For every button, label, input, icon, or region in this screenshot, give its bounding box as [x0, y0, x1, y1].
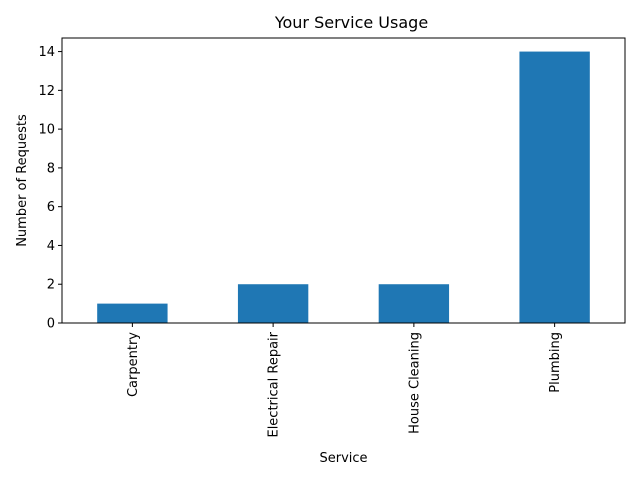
- y-tick-label: 14: [38, 45, 55, 60]
- y-tick-label: 12: [38, 84, 55, 99]
- y-axis-ticks: 0 2 4 6 8 10 12 14: [38, 45, 62, 332]
- y-tick-label: 10: [38, 123, 55, 138]
- bar-electrical-repair: [237, 284, 309, 323]
- bar-carpentry: [97, 303, 168, 323]
- x-tick-label: Plumbing: [548, 332, 563, 393]
- x-tick-label: House Cleaning: [407, 332, 422, 434]
- chart-title: Your Service Usage: [274, 13, 428, 32]
- x-axis-ticks: Carpentry Electrical Repair House Cleaning…: [126, 323, 563, 438]
- y-tick-label: 6: [47, 200, 55, 215]
- bar-house-cleaning: [378, 284, 450, 323]
- y-tick-label: 0: [47, 317, 55, 332]
- x-tick-label: Carpentry: [126, 332, 141, 397]
- y-tick-label: 8: [47, 161, 55, 176]
- y-axis-label: Number of Requests: [15, 114, 30, 247]
- x-tick-label: Electrical Repair: [267, 331, 282, 437]
- y-tick-label: 4: [47, 239, 55, 254]
- plot-area-frame: [61, 37, 626, 324]
- bars-layer: [97, 51, 590, 323]
- bar-plumbing: [519, 51, 590, 323]
- x-axis-label: Service: [319, 451, 367, 466]
- y-tick-label: 2: [47, 278, 55, 293]
